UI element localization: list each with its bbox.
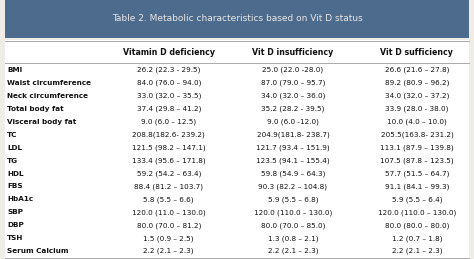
Text: LDL: LDL [7, 145, 22, 151]
Text: 9.0 (6.0 -12.0): 9.0 (6.0 -12.0) [267, 118, 319, 125]
Text: 107.5 (87.8 – 123.5): 107.5 (87.8 – 123.5) [380, 157, 454, 164]
Text: 1.2 (0.7 – 1.8): 1.2 (0.7 – 1.8) [392, 235, 442, 242]
Text: 5.8 (5.5 – 6.6): 5.8 (5.5 – 6.6) [144, 196, 194, 203]
Text: TSH: TSH [7, 235, 24, 241]
Text: FBS: FBS [7, 183, 23, 190]
Text: 1.5 (0.9 – 2.5): 1.5 (0.9 – 2.5) [144, 235, 194, 242]
Text: HDL: HDL [7, 170, 24, 177]
Text: 80.0 (80.0 – 80.0): 80.0 (80.0 – 80.0) [385, 222, 449, 229]
Text: Table 2. Metabolic characteristics based on Vit D status: Table 2. Metabolic characteristics based… [111, 14, 363, 23]
Text: 80.0 (70.0 – 81.2): 80.0 (70.0 – 81.2) [137, 222, 201, 229]
Text: TG: TG [7, 157, 18, 164]
Text: 80.0 (70.0 – 85.0): 80.0 (70.0 – 85.0) [261, 222, 325, 229]
Text: Visceral body fat: Visceral body fat [7, 119, 76, 125]
Text: TC: TC [7, 132, 18, 138]
Text: 35.2 (28.2 - 39.5): 35.2 (28.2 - 39.5) [261, 105, 325, 112]
Text: 208.8(182.6- 239.2): 208.8(182.6- 239.2) [132, 131, 205, 138]
Text: 26.2 (22.3 - 29.5): 26.2 (22.3 - 29.5) [137, 67, 201, 73]
Text: 84.0 (76.0 – 94.0): 84.0 (76.0 – 94.0) [137, 80, 201, 86]
Text: 88.4 (81.2 – 103.7): 88.4 (81.2 – 103.7) [134, 183, 203, 190]
Text: 205.5(163.8- 231.2): 205.5(163.8- 231.2) [381, 131, 453, 138]
Text: Vitamin D deficiency: Vitamin D deficiency [123, 48, 215, 57]
Text: 34.0 (32.0 – 37.2): 34.0 (32.0 – 37.2) [385, 92, 449, 99]
Text: Neck circumference: Neck circumference [7, 93, 88, 99]
Text: 9.0 (6.0 – 12.5): 9.0 (6.0 – 12.5) [141, 118, 196, 125]
Text: 26.6 (21.6 – 27.8): 26.6 (21.6 – 27.8) [385, 67, 449, 73]
Text: 59.2 (54.2 – 63.4): 59.2 (54.2 – 63.4) [137, 170, 201, 177]
Text: HbA1c: HbA1c [7, 196, 33, 203]
Text: Vit D sufficiency: Vit D sufficiency [381, 48, 453, 57]
Text: DBP: DBP [7, 222, 24, 228]
Text: 37.4 (29.8 – 41.2): 37.4 (29.8 – 41.2) [137, 105, 201, 112]
Text: 123.5 (94.1 – 155.4): 123.5 (94.1 – 155.4) [256, 157, 330, 164]
Bar [5, 40, 469, 259]
Text: 59.8 (54.9 – 64.3): 59.8 (54.9 – 64.3) [261, 170, 325, 177]
Text: Serum Calcium: Serum Calcium [7, 248, 69, 254]
Text: 89.2 (80.9 – 96.2): 89.2 (80.9 – 96.2) [385, 80, 449, 86]
Text: 2.2 (2.1 – 2.3): 2.2 (2.1 – 2.3) [144, 248, 194, 255]
Text: 90.3 (82.2 – 104.8): 90.3 (82.2 – 104.8) [258, 183, 328, 190]
Text: Vit D insufficiency: Vit D insufficiency [252, 48, 334, 57]
Text: 2.2 (2.1 – 2.3): 2.2 (2.1 – 2.3) [392, 248, 442, 255]
Text: 10.0 (4.0 – 10.0): 10.0 (4.0 – 10.0) [387, 118, 447, 125]
Text: 120.0 (110.0 – 130.0): 120.0 (110.0 – 130.0) [254, 209, 332, 216]
Text: Total body fat: Total body fat [7, 106, 64, 112]
Text: 25.0 (22.0 -28.0): 25.0 (22.0 -28.0) [263, 67, 323, 73]
Text: 133.4 (95.6 – 171.8): 133.4 (95.6 – 171.8) [132, 157, 206, 164]
Bar [5, 0, 469, 38]
Text: 120.0 (110.0 – 130.0): 120.0 (110.0 – 130.0) [378, 209, 456, 216]
Text: 204.9(181.8- 238.7): 204.9(181.8- 238.7) [256, 131, 329, 138]
Text: 57.7 (51.5 – 64.7): 57.7 (51.5 – 64.7) [385, 170, 449, 177]
Text: Waist circumference: Waist circumference [7, 80, 91, 86]
Text: 34.0 (32.0 – 36.0): 34.0 (32.0 – 36.0) [261, 92, 325, 99]
Text: 121.7 (93.4 – 151.9): 121.7 (93.4 – 151.9) [256, 144, 330, 151]
Text: 113.1 (87.9 – 139.8): 113.1 (87.9 – 139.8) [380, 144, 454, 151]
Text: 33.0 (32.0 – 35.5): 33.0 (32.0 – 35.5) [137, 92, 201, 99]
Text: 5.9 (5.5 – 6.8): 5.9 (5.5 – 6.8) [268, 196, 318, 203]
Text: 1.3 (0.8 – 2.1): 1.3 (0.8 – 2.1) [268, 235, 318, 242]
Text: SBP: SBP [7, 209, 23, 215]
Text: 91.1 (84.1 – 99.3): 91.1 (84.1 – 99.3) [385, 183, 449, 190]
Text: 120.0 (11.0 – 130.0): 120.0 (11.0 – 130.0) [132, 209, 206, 216]
Text: 121.5 (98.2 – 147.1): 121.5 (98.2 – 147.1) [132, 144, 206, 151]
Text: 2.2 (2.1 – 2.3): 2.2 (2.1 – 2.3) [268, 248, 318, 255]
Text: BMI: BMI [7, 67, 22, 73]
Text: 87.0 (79.0 – 95.7): 87.0 (79.0 – 95.7) [261, 80, 325, 86]
Text: 33.9 (28.0 - 38.0): 33.9 (28.0 - 38.0) [385, 105, 448, 112]
Text: 5.9 (5.5 – 6.4): 5.9 (5.5 – 6.4) [392, 196, 442, 203]
